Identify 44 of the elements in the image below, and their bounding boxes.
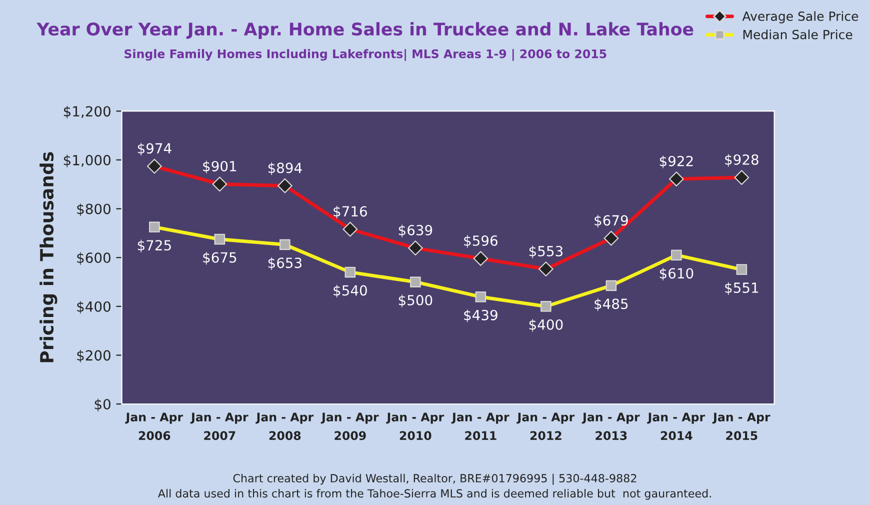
x-tick-label: Jan - Apr 2008 bbox=[256, 412, 314, 440]
data-label: $901 bbox=[203, 160, 236, 174]
data-label: $639 bbox=[398, 224, 432, 238]
x-tick-label: Jan - Apr 2012 bbox=[516, 412, 575, 440]
y-tick-label: $0 bbox=[94, 398, 110, 412]
y-tick-label: $200 bbox=[77, 350, 110, 362]
data-label: $551 bbox=[725, 282, 758, 295]
x-tick-label: Jan - Apr 2011 bbox=[451, 412, 510, 440]
data-label: $716 bbox=[334, 206, 367, 218]
x-tick-label: Jan - Apr 2006 bbox=[125, 412, 184, 440]
x-tick-label: Jan - Apr 2010 bbox=[386, 412, 444, 440]
data-label: $540 bbox=[334, 284, 367, 298]
data-label: $725 bbox=[138, 240, 171, 252]
y-tick-label: $1,200 bbox=[64, 106, 110, 118]
legend-label: Average Sale Price bbox=[742, 11, 858, 24]
x-tick-label: Jan - Apr 2007 bbox=[190, 412, 248, 440]
legend-label: Median Sale Price bbox=[743, 30, 852, 40]
y-tick-label: $800 bbox=[77, 203, 110, 216]
x-tick-label: Jan - Apr 2013 bbox=[582, 412, 640, 440]
data-label: $653 bbox=[268, 257, 302, 270]
data-label: $400 bbox=[529, 319, 563, 332]
data-label: $439 bbox=[464, 310, 498, 322]
y-tick-label: $400 bbox=[77, 301, 110, 314]
chart-subtitle: Single Family Homes Including Lakefronts| MLS Areas 1-9 | 2006 to 2015 bbox=[124, 49, 606, 61]
data-label: $553 bbox=[529, 246, 562, 258]
data-label: $485 bbox=[594, 298, 628, 311]
data-label: $675 bbox=[203, 252, 236, 265]
x-tick-label: Jan - Apr 2015 bbox=[712, 412, 770, 440]
y-axis-title: Pricing in Thousands bbox=[40, 152, 58, 362]
data-label: $894 bbox=[268, 162, 302, 175]
data-label: $500 bbox=[398, 294, 432, 308]
y-tick-label: $600 bbox=[77, 252, 110, 265]
data-label: $922 bbox=[660, 156, 693, 168]
data-label: $928 bbox=[725, 154, 758, 167]
data-label: $974 bbox=[138, 142, 172, 156]
data-label: $679 bbox=[594, 214, 628, 228]
data-label: $596 bbox=[464, 235, 498, 248]
chart-title: Year Over Year Jan. - Apr. Home Sales in Truckee and N. Lake Tahoe bbox=[36, 22, 694, 39]
y-tick-label: $1,000 bbox=[64, 154, 110, 168]
text: All data used in this chart is from the Tahoe-Sierra MLS and is deemed reliable but not gauranteed. bbox=[158, 488, 711, 500]
x-tick-label: Jan - Apr 2014 bbox=[647, 412, 706, 440]
data-label: $610 bbox=[660, 268, 694, 280]
text: Chart created by David Westall, Realtor, BRE#01796995 | 530-448-9882 bbox=[233, 474, 636, 485]
x-tick-label: Jan - Apr 2009 bbox=[320, 412, 379, 440]
